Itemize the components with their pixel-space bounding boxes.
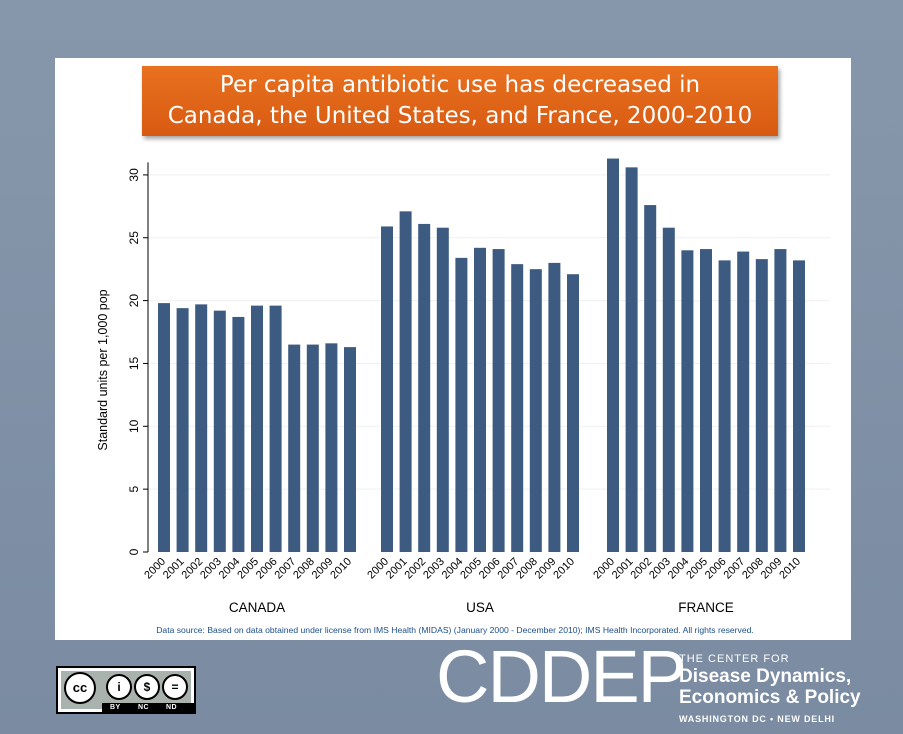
y-tick-label: 0 [127, 548, 141, 555]
bar [306, 344, 319, 552]
y-axis-label: Standard units per 1,000 pop [96, 289, 110, 450]
group-label: CANADA [229, 600, 285, 615]
bar [325, 343, 338, 552]
bar [195, 304, 208, 552]
bar [269, 305, 282, 552]
y-tick-label: 5 [127, 485, 141, 492]
chart-title: Per capita antibiotic use has decreased … [142, 66, 778, 136]
title-line-2: Canada, the United States, and France, 2… [167, 103, 753, 129]
logo-line-3: Economics & Policy [679, 687, 861, 708]
bar [455, 257, 468, 552]
bar [681, 250, 694, 552]
bar [607, 158, 619, 552]
logo-line-2: Disease Dynamics, [679, 666, 852, 687]
y-tick-label: 15 [127, 356, 141, 370]
bar [774, 249, 787, 553]
group-label: USA [466, 600, 494, 615]
logo-line-4: WASHINGTON DC • NEW DELHI [679, 714, 835, 724]
logo-line-1: THE CENTER FOR [679, 653, 790, 665]
bar [381, 226, 393, 552]
cddep-logo: CDDEP [436, 635, 687, 718]
bar [662, 227, 675, 552]
cddep-logo-subtitle: THE CENTER FOR Disease Dynamics, Economi… [679, 652, 861, 724]
bar-chart: 0 5 10 15 20 25 30 Standard units per 1,000 pop… [96, 158, 830, 615]
cc-nd-label: ND [166, 704, 178, 711]
cc-icon: cc [64, 672, 96, 704]
x-tick-label: 2010 [328, 556, 354, 582]
y-tick-label: 25 [127, 231, 141, 245]
bar [718, 260, 731, 552]
data-source-note: Data source: Based on data obtained unde… [156, 625, 754, 635]
attribution-icon: i [106, 674, 132, 700]
bar [158, 303, 170, 552]
bar [344, 347, 356, 552]
bar [529, 269, 542, 552]
bar [567, 274, 579, 552]
bar [436, 227, 449, 552]
bar [418, 223, 431, 552]
x-tick-label: 2010 [551, 556, 577, 582]
group-label: FRANCE [678, 600, 734, 615]
bar [213, 310, 226, 552]
cc-license-badge: cc i $ = BY NC ND [56, 666, 196, 714]
cc-labels: BY NC ND [102, 703, 194, 712]
y-tick-label: 20 [127, 294, 141, 308]
bar [399, 211, 412, 552]
bar [232, 316, 245, 552]
x-tick-label: 2010 [777, 556, 803, 582]
noncommercial-icon: $ [134, 674, 160, 700]
bar [176, 308, 189, 552]
bar [511, 264, 524, 552]
bar [492, 249, 505, 553]
bar [737, 251, 750, 552]
cc-nc-label: NC [138, 704, 150, 711]
bar [288, 344, 301, 552]
title-line-1: Per capita antibiotic use has decreased … [219, 72, 701, 98]
bar [251, 305, 263, 552]
bar [644, 205, 657, 552]
y-tick-label: 10 [127, 419, 141, 433]
bar [548, 262, 561, 552]
y-tick-label: 30 [127, 168, 141, 182]
noderivatives-icon: = [162, 674, 188, 700]
bar [625, 167, 638, 552]
bar [474, 247, 486, 552]
bar [755, 259, 768, 552]
cc-by-label: BY [110, 704, 121, 711]
bar [700, 249, 712, 553]
bar [793, 260, 805, 552]
